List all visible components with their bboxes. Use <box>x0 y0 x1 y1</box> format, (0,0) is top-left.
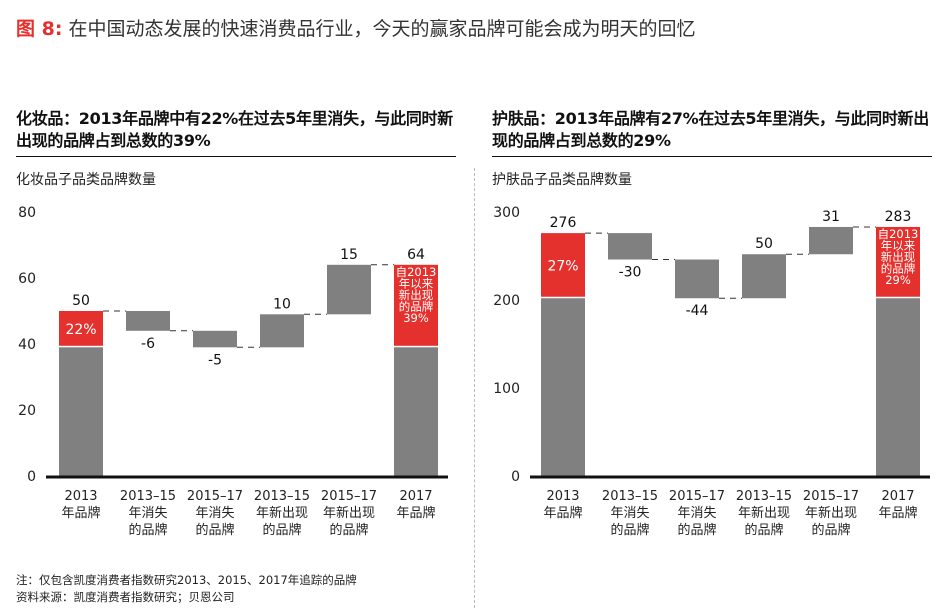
x-category-label: 2015–17 <box>321 489 377 504</box>
total-bar <box>876 298 920 476</box>
y-tick-label: 60 <box>18 271 36 287</box>
x-category-label: 的品牌 <box>744 522 783 538</box>
x-category-label: 年消失 <box>195 506 234 521</box>
delta-bar <box>675 259 719 299</box>
x-category-label: 2017 <box>399 489 432 504</box>
cosmetics-panel: 化妆品：2013年品牌中有22%在过去5年里消失，与此同时新出现的品牌占到总数的… <box>16 108 456 189</box>
x-category-label: 2013–15 <box>736 489 792 504</box>
footnote: 注：仅包含凯度消费者指数研究2013、2015、2017年追踪的品牌 <box>16 573 357 587</box>
x-category-label: 年新出现 <box>738 505 790 521</box>
value-label: 64 <box>407 247 425 263</box>
highlight-segment <box>59 311 103 346</box>
x-category-label: 2015–17 <box>669 489 725 504</box>
x-category-label: 2015–17 <box>187 489 243 504</box>
x-category-label: 年新出现 <box>805 505 857 521</box>
highlight-segment <box>876 226 920 297</box>
skincare-panel: 护肤品：2013年品牌有27%在过去5年里消失，与此同时新出现的品牌占到总数的2… <box>492 108 932 189</box>
x-category-label: 年品牌 <box>878 505 917 521</box>
figure-number: 图 8: <box>16 18 63 40</box>
highlight-segment <box>541 233 585 297</box>
skincare-heading-rule <box>492 156 932 157</box>
value-label: -44 <box>686 303 709 319</box>
x-category-label: 2013–15 <box>120 489 176 504</box>
delta-bar <box>126 311 170 331</box>
y-tick-label: 200 <box>493 293 520 309</box>
cosmetics-heading-rule <box>16 156 456 157</box>
x-category-label: 2013–15 <box>254 489 310 504</box>
x-category-label: 年新出现 <box>256 505 308 521</box>
x-category-label: 的品牌 <box>195 522 234 538</box>
highlight-label: 自2013 <box>396 265 437 279</box>
highlight-label: 新出现 <box>881 250 916 264</box>
delta-bar <box>193 330 237 348</box>
highlight-label: 的品牌 <box>399 299 434 313</box>
highlight-label: 39% <box>403 311 429 325</box>
delta-bar <box>260 314 304 348</box>
value-label: 283 <box>885 209 912 225</box>
x-category-label: 的品牌 <box>610 522 649 538</box>
skincare-heading: 护肤品：2013年品牌有27%在过去5年里消失，与此同时新出现的品牌占到总数的2… <box>492 109 929 150</box>
highlight-label: 年以来 <box>881 238 916 252</box>
x-category-label: 的品牌 <box>677 522 716 538</box>
y-tick-label: 0 <box>27 469 36 485</box>
total-bar <box>541 298 585 476</box>
y-tick-label: 40 <box>18 337 36 353</box>
x-category-label: 年消失 <box>610 506 649 521</box>
value-label: 10 <box>273 296 291 312</box>
figure-title-text: 在中国动态发展的快速消费品行业，今天的赢家品牌可能会成为明天的回忆 <box>68 18 696 40</box>
cosmetics-waterfall-chart: 02040608022%502013年品牌-62013–15年消失的品牌-520… <box>18 205 448 538</box>
highlight-label: 22% <box>65 322 96 338</box>
value-label: 31 <box>822 209 840 225</box>
y-tick-label: 0 <box>511 469 520 485</box>
source-note: 资料来源：凯度消费者指数研究；贝恩公司 <box>16 590 235 604</box>
highlight-label: 新出现 <box>399 288 434 302</box>
x-category-label: 的品牌 <box>329 522 368 538</box>
highlight-segment <box>394 264 438 346</box>
x-category-label: 的品牌 <box>262 522 301 538</box>
x-category-label: 2013 <box>64 489 97 504</box>
y-tick-label: 20 <box>18 403 36 419</box>
total-bar <box>59 347 103 476</box>
highlight-label: 年以来 <box>399 276 434 290</box>
x-category-label: 年品牌 <box>61 505 100 521</box>
value-label: 50 <box>755 236 773 252</box>
figure-title: 图 8: 在中国动态发展的快速消费品行业，今天的赢家品牌可能会成为明天的回忆 <box>16 14 695 41</box>
delta-bar <box>809 226 853 255</box>
x-category-label: 2013 <box>546 489 579 504</box>
x-category-label: 年新出现 <box>323 505 375 521</box>
delta-bar <box>742 254 786 299</box>
cosmetics-heading: 化妆品：2013年品牌中有22%在过去5年里消失，与此同时新出现的品牌占到总数的… <box>16 109 453 150</box>
x-category-label: 的品牌 <box>811 522 850 538</box>
highlight-label: 自2013 <box>878 227 919 241</box>
delta-bar <box>327 264 371 315</box>
x-category-label: 2013–15 <box>602 489 658 504</box>
x-category-label: 年消失 <box>677 506 716 521</box>
y-tick-label: 100 <box>493 381 520 397</box>
y-tick-label: 80 <box>18 205 36 221</box>
skincare-subtitle: 护肤品子品类品牌数量 <box>492 172 632 188</box>
value-label: -6 <box>141 336 155 352</box>
value-label: 15 <box>340 247 358 263</box>
x-category-label: 的品牌 <box>128 522 167 538</box>
value-label: -5 <box>208 352 222 368</box>
highlight-label: 27% <box>547 259 578 275</box>
y-tick-label: 300 <box>493 205 520 221</box>
value-label: -30 <box>619 265 642 281</box>
highlight-label: 29% <box>885 273 911 287</box>
total-bar <box>394 347 438 476</box>
value-label: 276 <box>550 215 577 231</box>
x-category-label: 2017 <box>881 489 914 504</box>
x-category-label: 年品牌 <box>543 505 582 521</box>
notes: 注：仅包含凯度消费者指数研究2013、2015、2017年追踪的品牌 资料来源：… <box>16 572 357 606</box>
skincare-waterfall-chart: 010020030027%2762013年品牌-302013–15年消失的品牌-… <box>493 205 930 538</box>
x-category-label: 年品牌 <box>396 505 435 521</box>
highlight-label: 的品牌 <box>881 261 916 275</box>
delta-bar <box>608 233 652 260</box>
x-category-label: 2015–17 <box>803 489 859 504</box>
cosmetics-subtitle: 化妆品子品类品牌数量 <box>16 172 156 188</box>
panel-divider <box>474 168 475 608</box>
value-label: 50 <box>72 293 90 309</box>
x-category-label: 年消失 <box>128 506 167 521</box>
